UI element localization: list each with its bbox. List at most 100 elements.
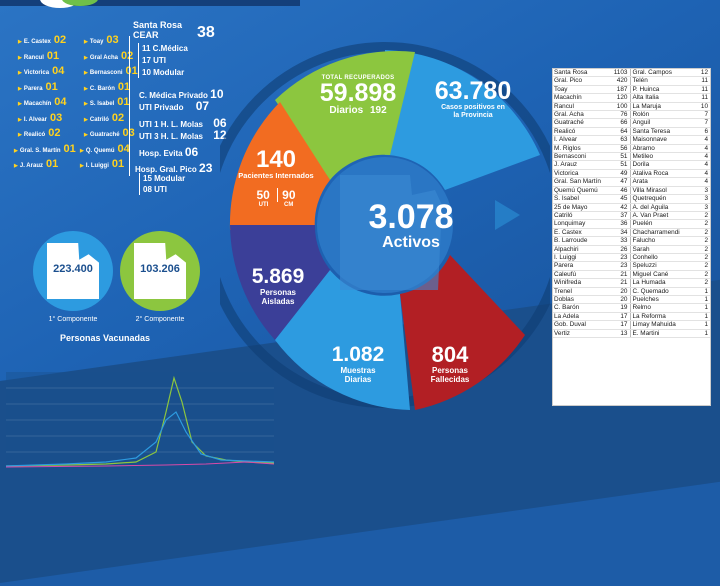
locality-name: Gral Acha — [89, 54, 118, 61]
locality-name: I. Alvear — [553, 135, 606, 145]
locality-name: B. Larroude — [553, 236, 606, 246]
locality-name: Dorila — [630, 160, 692, 170]
logo-accent — [62, 0, 98, 6]
fallecidos-value: 804 — [431, 342, 469, 367]
pico-bracket — [139, 173, 140, 195]
table-row: Toay 187 P. Huinca 11 — [553, 85, 710, 95]
table-row: S. Isabel 45 Quetrequén 3 — [553, 194, 710, 204]
locality-count: 4 — [691, 144, 710, 154]
uti1-value: 06 — [213, 116, 227, 130]
locality-count: 01 — [111, 158, 125, 170]
locality-count: 33 — [605, 236, 632, 246]
bullet-icon: ▶ — [18, 85, 22, 92]
locality-name: Rancul — [553, 102, 606, 112]
table-row: Trenel 20 C. Quemado 1 — [553, 287, 710, 296]
locality-name: E. Castex — [553, 228, 606, 238]
cmedica-privado-label: C. Médica Privado — [139, 91, 208, 100]
locality-name: Vertiz — [553, 329, 606, 339]
locality-name: Gral. S. Martín — [19, 147, 61, 154]
locality-name: La Maruja — [630, 102, 692, 112]
table-row: E. Castex 34 Chacharramendi 2 — [553, 228, 710, 238]
bullet-icon: ▶ — [80, 147, 84, 154]
locality-count: 1 — [691, 329, 710, 339]
locality-count: 4 — [691, 177, 710, 187]
locality-count: 6 — [691, 127, 710, 137]
cmedica-privado-value: 10 — [210, 87, 224, 101]
cmedica-privado-row: C. Médica Privado 10 — [139, 87, 224, 101]
table-row: Gral. Pico 420 Telén 11 — [553, 76, 710, 86]
uti-privado-label: UTI Privado — [139, 103, 184, 112]
locality-name: Parera — [23, 85, 43, 92]
component-1-label: 1° Componente — [48, 316, 98, 323]
internados-uti-label: UTI — [258, 202, 269, 208]
locality-name: Rolón — [630, 110, 692, 120]
locality-item: ▶ Parera 01 — [18, 81, 58, 93]
locality-name: Abramo — [630, 144, 692, 154]
locality-name: Limay Mahuida — [630, 320, 692, 330]
locality-count: 17 — [605, 312, 632, 322]
bullet-icon: ▶ — [84, 70, 88, 76]
locality-name: Santa Rosa — [553, 69, 606, 78]
locality-count: 187 — [605, 85, 632, 95]
locality-count: 3 — [691, 186, 710, 196]
component-2-label: 2° Componente — [135, 316, 185, 323]
table-row: Rancul 100 La Maruja 10 — [553, 102, 710, 112]
uti-privado-row: UTI Privado 07 — [139, 99, 209, 113]
positivos-value: 63.780 — [434, 77, 512, 105]
locality-name: J. Arauz — [553, 160, 606, 170]
locality-count: 26 — [605, 245, 632, 254]
table-row: 25 de Mayo 42 A. del Águila 3 — [553, 203, 710, 212]
locality-name: E. Martini — [630, 329, 692, 339]
locality-count: 66 — [605, 118, 632, 128]
locality-name: A. Van Praet — [630, 211, 692, 221]
locality-name: Ataliva Roca — [630, 169, 692, 179]
locality-name: Winifreda — [553, 278, 606, 288]
locality-count: 2 — [691, 211, 710, 221]
locality-count: 42 — [605, 203, 632, 212]
locality-count: 76 — [605, 110, 632, 120]
locality-name: Puelches — [630, 295, 692, 305]
locality-name: Arata — [630, 177, 692, 187]
recuperados-value: 59.898 — [319, 79, 397, 107]
cear-label: CEAR — [133, 30, 159, 40]
bullet-icon: ▶ — [84, 54, 88, 61]
bullet-icon: ▶ — [18, 54, 22, 61]
locality-count: 19 — [605, 303, 632, 313]
locality-count: 01 — [63, 142, 76, 155]
bullet-icon: ▶ — [18, 70, 22, 76]
locality-count: 3 — [691, 194, 710, 204]
locality-count: 01 — [46, 49, 60, 62]
locality-name: Gral. Acha — [553, 110, 606, 120]
locality-name: Macachín — [23, 101, 52, 107]
table-row: Winifreda 21 La Humada 2 — [553, 278, 710, 288]
locality-name: Guatraché — [89, 132, 120, 138]
locality-count: 2 — [691, 253, 710, 263]
locality-count: 2 — [691, 236, 710, 246]
uti3-row: UTI 3 H. L. Molas 12 — [139, 128, 227, 142]
locality-count: 2 — [691, 261, 710, 271]
recuperados-title: TOTAL RECUPERADOS — [321, 75, 395, 81]
table-row: La Adela 17 La Reforma 1 — [553, 312, 710, 322]
locality-count: 17 — [605, 320, 632, 330]
locality-count: 04 — [54, 96, 67, 108]
table-row: Santa Rosa 1103 Gral. Campos 12 — [553, 69, 710, 78]
locality-count: 46 — [605, 186, 632, 196]
recuperados-daily-value: 192 — [370, 105, 387, 116]
locality-count: 2 — [691, 228, 710, 238]
locality-name: Guatraché — [553, 118, 606, 128]
locality-name: Macachín — [553, 93, 606, 103]
bullet-icon: ▶ — [84, 39, 88, 45]
locality-count: 45 — [605, 194, 632, 204]
locality-count: 4 — [691, 135, 710, 145]
locality-count: 13 — [605, 329, 632, 339]
logo — [40, 0, 80, 8]
locality-item: ▶ J. Arauz 01 — [14, 158, 58, 170]
bullet-icon: ▶ — [84, 116, 88, 123]
table-row: Gral. San Martín 47 Arata 4 — [553, 177, 710, 187]
bullet-icon: ▶ — [14, 163, 18, 169]
divider-line — [129, 36, 130, 176]
locality-name: Realicó — [553, 127, 606, 137]
locality-name: La Reforma — [630, 312, 692, 322]
locality-item: ▶ Rancul 01 — [18, 50, 59, 62]
pico-label: Hosp. Gral. Pico — [135, 165, 197, 174]
